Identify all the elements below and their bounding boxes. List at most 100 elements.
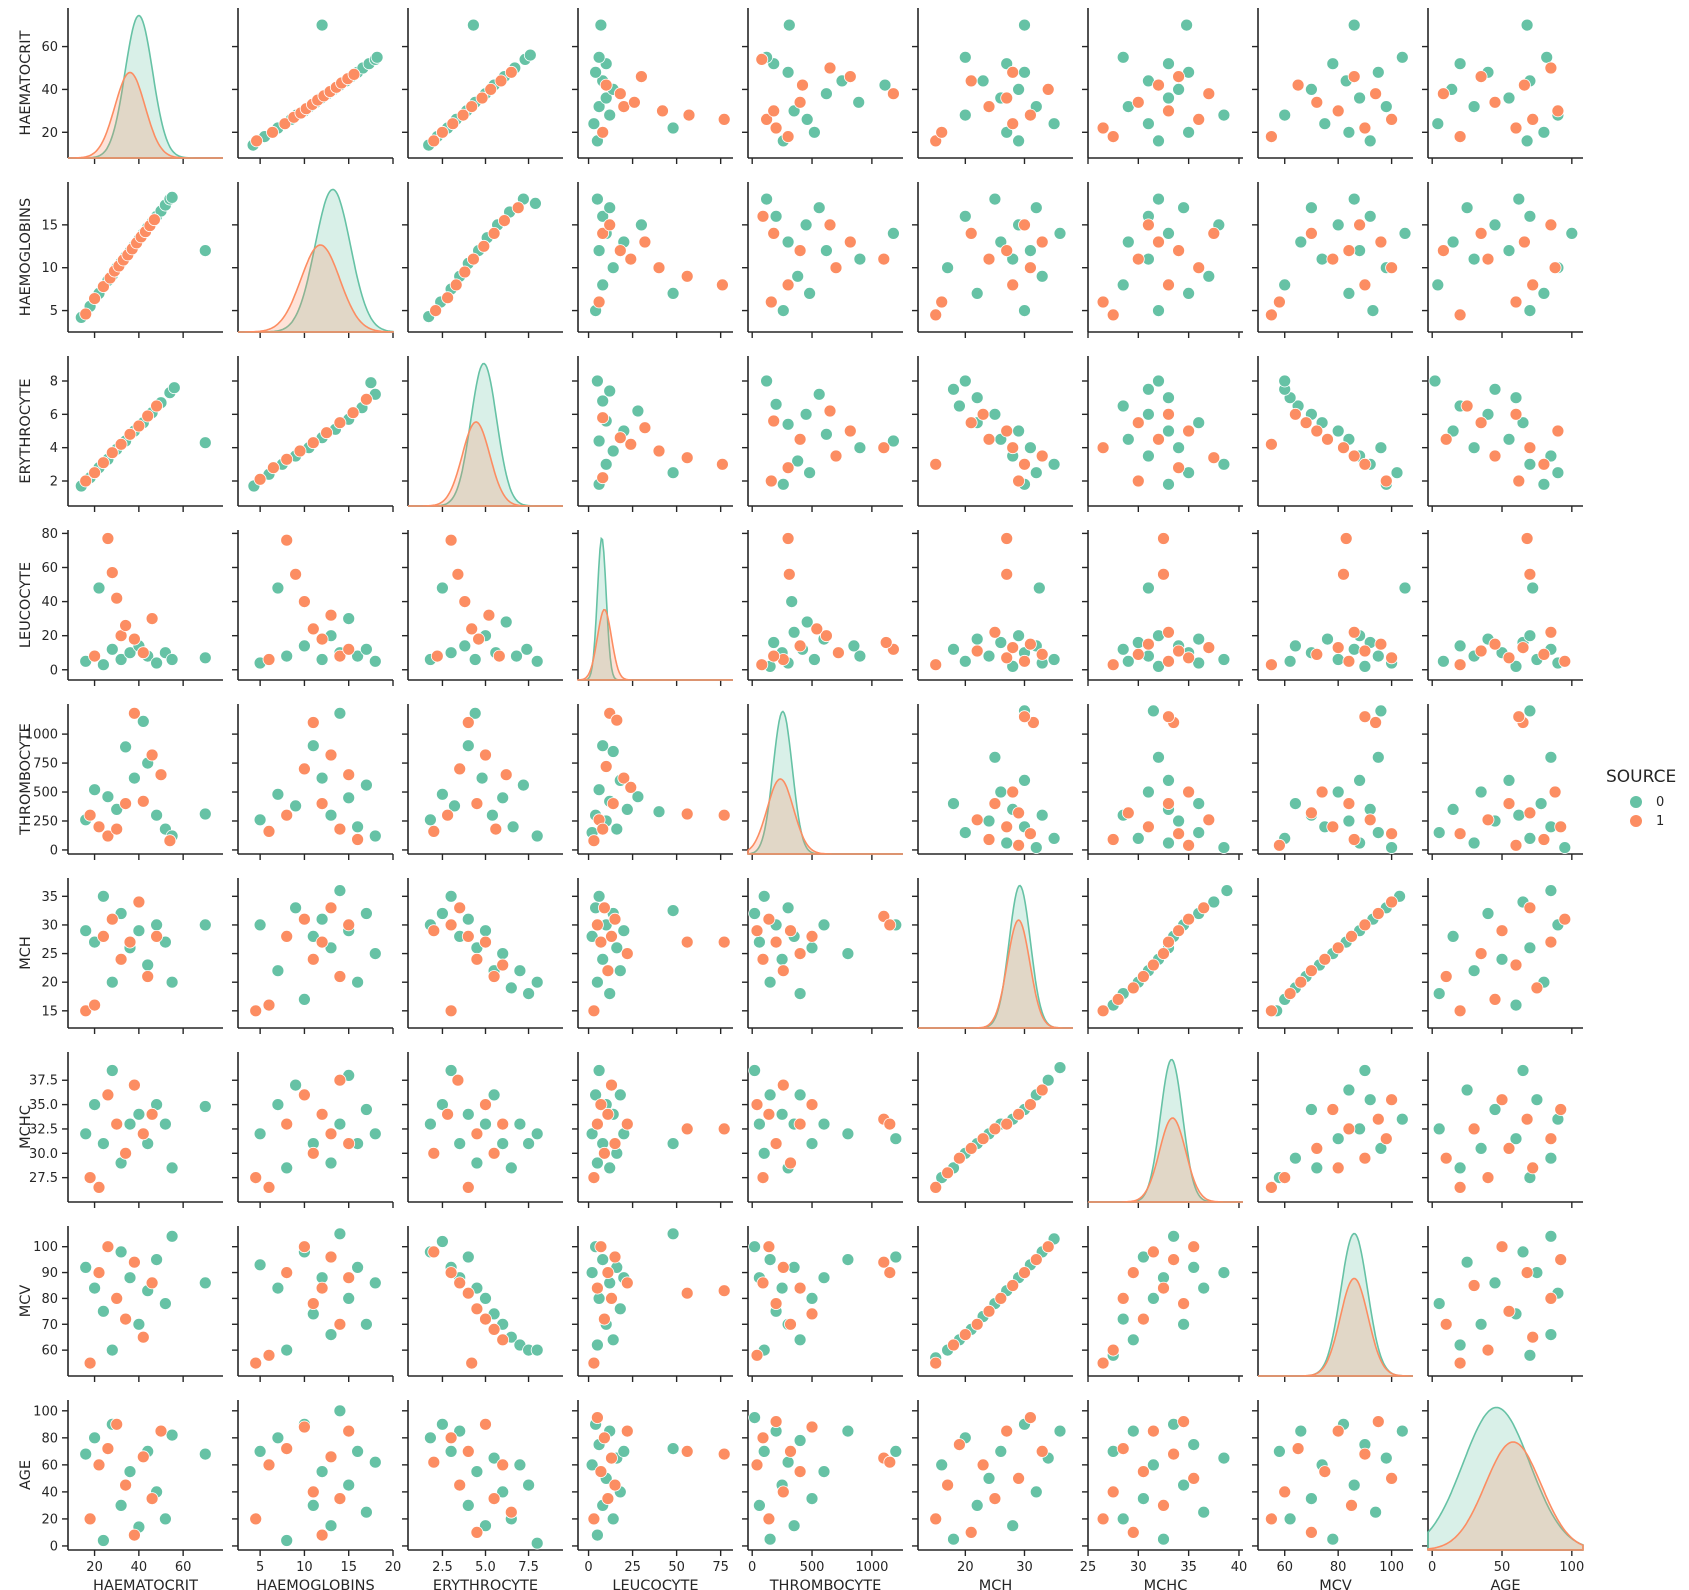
scatter-point-source-0	[603, 108, 617, 122]
scatter-point-source-1	[262, 825, 276, 838]
scatter-point-source-1	[1006, 1279, 1020, 1292]
scatter-point-source-0	[800, 615, 814, 629]
scatter-point-source-0	[333, 1117, 347, 1131]
y-tick-label: 20	[41, 1512, 58, 1527]
scatter-point-source-0	[1516, 1064, 1530, 1077]
scatter-point-source-1	[1331, 1161, 1345, 1175]
y-tick-label: 100	[33, 1240, 58, 1255]
scatter-point-source-0	[444, 646, 458, 660]
scatter-point-source-0	[1187, 1438, 1201, 1451]
scatter-point-source-1	[1544, 61, 1558, 75]
scatter-point-source-0	[1502, 432, 1516, 446]
scatter-point-source-1	[1024, 1098, 1037, 1111]
scatter-point-source-1	[1126, 1266, 1140, 1279]
scatter-point-source-1	[1526, 1161, 1540, 1175]
scatter-point-source-1	[1162, 797, 1175, 810]
y-tick-label: 4	[50, 441, 58, 456]
scatter-point-source-1	[427, 825, 441, 838]
scatter-point-source-0	[123, 646, 137, 660]
scatter-point-source-0	[158, 1117, 172, 1131]
scatter-point-source-0	[1520, 134, 1534, 148]
y-axis-title: HAEMATOCRIT	[18, 30, 34, 135]
scatter-point-source-0	[781, 65, 795, 79]
scatter-point-source-0	[592, 244, 606, 258]
kde-curve-source-1	[1088, 1117, 1243, 1203]
scatter-point-source-1	[717, 113, 731, 126]
kde-curve-source-1	[918, 919, 1073, 1029]
scatter-point-source-1	[941, 1478, 954, 1492]
scatter-point-source-1	[453, 901, 467, 915]
scatter-point-source-1	[717, 1122, 731, 1136]
scatter-point-source-0	[592, 100, 606, 113]
x-tick-label: 25	[624, 1560, 641, 1575]
scatter-point-source-1	[1265, 308, 1278, 322]
scatter-point-source-1	[596, 226, 610, 240]
scatter-point-source-1	[449, 278, 463, 292]
scatter-point-source-1	[596, 411, 610, 425]
scatter-point-source-1	[1041, 1240, 1055, 1254]
scatter-point-source-0	[105, 1064, 119, 1077]
scatter-point-source-0	[1029, 201, 1043, 215]
scatter-point-source-1	[988, 1492, 1002, 1505]
scatter-point-source-1	[1488, 449, 1502, 463]
scatter-point-source-0	[1012, 134, 1025, 148]
scatter-point-source-1	[1006, 278, 1020, 292]
scatter-point-source-0	[342, 1478, 356, 1492]
scatter-point-source-0	[748, 1411, 761, 1424]
scatter-point-source-1	[1516, 641, 1530, 654]
panel-erythrocyte-vs-mch	[912, 356, 1073, 512]
panel-haematocrit-vs-age	[1422, 8, 1583, 164]
scatter-point-source-0	[1371, 649, 1385, 663]
scatter-point-source-1	[1157, 567, 1170, 581]
scatter-point-source-1	[982, 833, 996, 846]
scatter-point-source-1	[1512, 474, 1526, 488]
scatter-point-source-1	[599, 78, 613, 92]
scatter-point-source-0	[435, 1235, 449, 1248]
scatter-point-source-0	[359, 1505, 373, 1519]
scatter-point-source-0	[271, 1098, 285, 1111]
scatter-point-source-1	[1172, 644, 1185, 658]
scatter-point-source-1	[92, 820, 106, 834]
x-tick-label: 20	[385, 1560, 402, 1575]
scatter-point-source-0	[513, 1458, 527, 1472]
scatter-point-source-1	[1488, 993, 1502, 1006]
scatter-point-source-1	[680, 1445, 694, 1458]
scatter-point-source-0	[333, 1227, 347, 1241]
scatter-point-source-0	[1467, 252, 1481, 266]
scatter-point-source-1	[101, 1442, 115, 1455]
scatter-point-source-1	[1000, 1424, 1014, 1438]
scatter-point-source-1	[1273, 295, 1286, 309]
panel-mchc-vs-age	[1422, 1052, 1583, 1208]
scatter-point-source-1	[444, 1266, 458, 1279]
scatter-point-source-1	[769, 1297, 783, 1310]
scatter-point-source-0	[591, 1156, 604, 1170]
scatter-point-source-1	[136, 1450, 150, 1464]
legend-label-1: 1	[1656, 814, 1664, 829]
panel-age-vs-leucocyte: 0 25 50 75 LEUCOCYTE	[572, 1400, 733, 1590]
scatter-point-source-1	[1326, 252, 1340, 266]
scatter-point-source-1	[935, 125, 949, 139]
scatter-point-source-1	[1315, 785, 1329, 799]
scatter-point-source-0	[793, 1088, 807, 1102]
scatter-point-source-0	[763, 975, 777, 989]
scatter-point-source-1	[1537, 833, 1551, 846]
scatter-point-source-1	[293, 444, 307, 458]
scatter-point-source-1	[123, 427, 137, 441]
scatter-point-source-1	[444, 1431, 458, 1445]
scatter-point-source-1	[805, 1420, 819, 1434]
scatter-point-source-0	[1180, 18, 1193, 32]
scatter-point-source-1	[620, 1276, 634, 1290]
scatter-point-source-0	[776, 304, 790, 318]
scatter-point-source-1	[114, 952, 128, 966]
scatter-point-source-0	[1162, 391, 1175, 405]
scatter-point-source-0	[444, 1445, 458, 1458]
scatter-point-source-1	[315, 935, 329, 949]
scatter-point-source-1	[1041, 83, 1055, 96]
scatter-point-source-0	[1342, 1083, 1356, 1097]
panel-mch-vs-mchc	[1082, 878, 1243, 1034]
scatter-point-source-1	[127, 632, 141, 646]
scatter-point-source-1	[1131, 95, 1145, 109]
scatter-point-source-1	[110, 1292, 124, 1305]
scatter-point-source-0	[1374, 441, 1388, 455]
scatter-point-source-1	[1318, 1465, 1332, 1478]
